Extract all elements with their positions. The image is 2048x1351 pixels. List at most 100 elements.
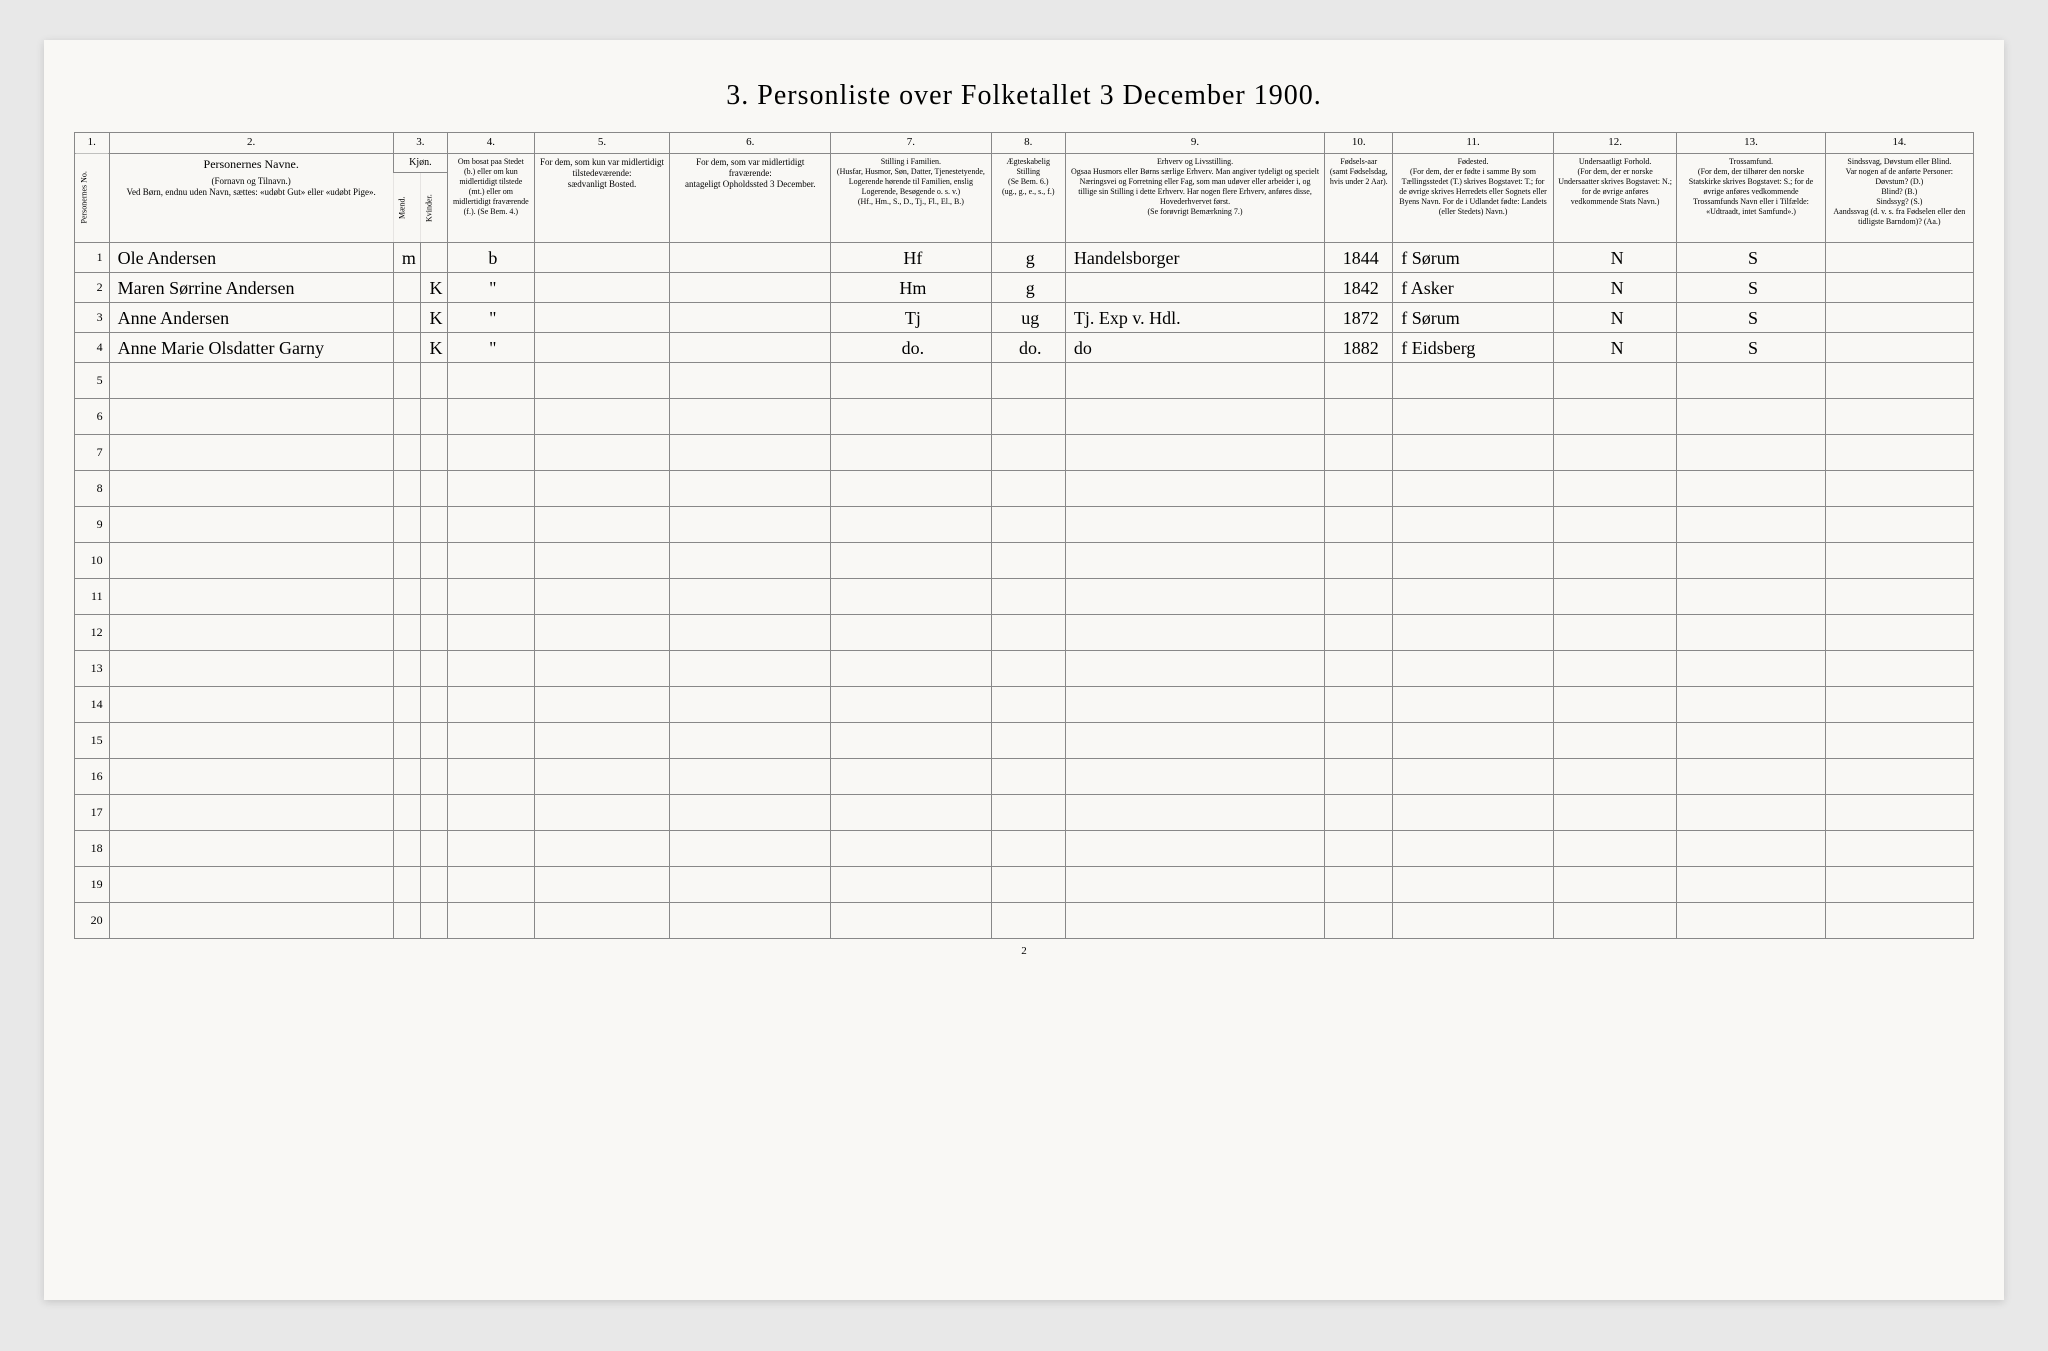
cell-c6 (670, 303, 831, 333)
empty-cell (670, 723, 831, 759)
cell-marital: g (991, 273, 1065, 303)
header-names: Personernes Navne. (Fornavn og Tilnavn.)… (109, 153, 393, 243)
empty-cell (831, 543, 992, 579)
empty-cell (670, 795, 831, 831)
empty-cell (448, 795, 534, 831)
row-number: 18 (75, 831, 110, 867)
empty-cell (1393, 471, 1554, 507)
empty-cell (448, 579, 534, 615)
col-num-3: 3. (393, 133, 447, 154)
empty-cell (991, 471, 1065, 507)
empty-cell (991, 903, 1065, 939)
cell-occupation: Handelsborger (1065, 243, 1324, 273)
empty-cell (991, 795, 1065, 831)
census-page: 3. Personliste over Folketallet 3 Decemb… (44, 40, 2004, 1300)
empty-cell (1553, 723, 1677, 759)
empty-cell (1325, 651, 1393, 687)
empty-cell (1065, 435, 1324, 471)
empty-cell (109, 831, 393, 867)
empty-cell (831, 471, 992, 507)
empty-cell (1325, 867, 1393, 903)
empty-cell (109, 579, 393, 615)
empty-cell (1825, 687, 1973, 723)
cell-religion: S (1677, 303, 1825, 333)
empty-cell (1677, 831, 1825, 867)
cell-birthplace: f Asker (1393, 273, 1554, 303)
empty-cell (1553, 363, 1677, 399)
empty-cell (991, 651, 1065, 687)
empty-cell (991, 723, 1065, 759)
empty-cell (1553, 831, 1677, 867)
header-marital: Ægteskabelig Stilling (Se Bem. 6.) (ug.,… (991, 153, 1065, 243)
row-number: 13 (75, 651, 110, 687)
cell-family: do. (831, 333, 992, 363)
empty-cell (420, 723, 447, 759)
cell-sex-k (420, 243, 447, 273)
empty-cell (1325, 795, 1393, 831)
table-row: 2 Maren Sørrine Andersen K " Hm g 1842 f… (75, 273, 1974, 303)
empty-cell (831, 831, 992, 867)
empty-cell (1825, 507, 1973, 543)
empty-cell (109, 471, 393, 507)
cell-marital: do. (991, 333, 1065, 363)
empty-cell (420, 435, 447, 471)
empty-cell (831, 903, 992, 939)
row-number: 4 (75, 333, 110, 363)
empty-cell (1065, 795, 1324, 831)
empty-cell (448, 759, 534, 795)
row-number: 5 (75, 363, 110, 399)
cell-name: Maren Sørrine Andersen (109, 273, 393, 303)
cell-name: Ole Andersen (109, 243, 393, 273)
empty-cell (534, 579, 670, 615)
cell-disability (1825, 333, 1973, 363)
cell-year: 1844 (1325, 243, 1393, 273)
empty-cell (420, 543, 447, 579)
header-disability: Sindssvag, Døvstum eller Blind. Var noge… (1825, 153, 1973, 243)
page-title: 3. Personliste over Folketallet 3 Decemb… (74, 80, 1974, 112)
empty-cell (420, 363, 447, 399)
empty-cell (109, 363, 393, 399)
empty-cell (831, 651, 992, 687)
empty-cell (420, 903, 447, 939)
empty-cell (1393, 399, 1554, 435)
cell-birthplace: f Sørum (1393, 303, 1554, 333)
empty-cell (1553, 687, 1677, 723)
table-body: 1 Ole Andersen m b Hf g Handelsborger 18… (75, 243, 1974, 939)
cell-c5 (534, 333, 670, 363)
cell-religion: S (1677, 333, 1825, 363)
empty-cell (1393, 831, 1554, 867)
cell-birthplace: f Sørum (1393, 243, 1554, 273)
empty-cell (534, 507, 670, 543)
empty-cell (448, 651, 534, 687)
empty-cell (1393, 651, 1554, 687)
empty-cell (1325, 687, 1393, 723)
cell-religion: S (1677, 243, 1825, 273)
empty-cell (831, 615, 992, 651)
empty-cell (991, 687, 1065, 723)
empty-cell (991, 363, 1065, 399)
empty-cell (991, 831, 1065, 867)
empty-cell (1325, 507, 1393, 543)
empty-cell (1825, 435, 1973, 471)
empty-cell (420, 867, 447, 903)
row-number: 8 (75, 471, 110, 507)
empty-cell (393, 759, 420, 795)
row-number: 6 (75, 399, 110, 435)
empty-cell (1553, 903, 1677, 939)
header-sex: Kjøn. (393, 153, 447, 173)
empty-cell (393, 615, 420, 651)
empty-cell (1553, 867, 1677, 903)
empty-cell (1677, 363, 1825, 399)
empty-cell (1825, 867, 1973, 903)
empty-cell (1553, 471, 1677, 507)
empty-cell (534, 363, 670, 399)
col-num-10: 10. (1325, 133, 1393, 154)
empty-cell (534, 687, 670, 723)
empty-cell (448, 435, 534, 471)
empty-cell (448, 507, 534, 543)
empty-cell (1065, 399, 1324, 435)
empty-cell (1677, 579, 1825, 615)
empty-cell (1553, 579, 1677, 615)
row-number: 15 (75, 723, 110, 759)
empty-cell (1325, 543, 1393, 579)
